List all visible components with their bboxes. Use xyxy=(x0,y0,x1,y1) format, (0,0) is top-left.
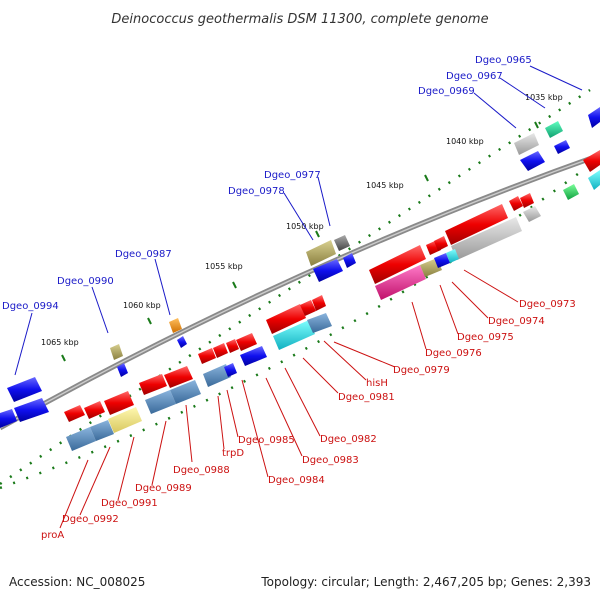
gene-arrow xyxy=(14,398,49,422)
genome-summary-text: Topology: circular; Length: 2,467,205 bp… xyxy=(260,575,591,589)
label-Dgeo_0982[interactable]: Dgeo_0982 xyxy=(320,434,377,445)
label-Dgeo_0983[interactable]: Dgeo_0983 xyxy=(302,455,359,466)
gene-arrow xyxy=(117,363,128,377)
gene-arrow xyxy=(169,318,182,333)
gene-arrow xyxy=(588,107,600,128)
outer-genes xyxy=(0,107,600,428)
leader-lines-bottom xyxy=(59,269,519,529)
kbp-label-1055: 1055 kbp xyxy=(205,262,243,271)
label-Dgeo_0994[interactable]: Dgeo_0994 xyxy=(2,301,59,312)
gene-arrow xyxy=(177,336,187,348)
label-Dgeo_0975[interactable]: Dgeo_0975 xyxy=(457,332,514,343)
kbp-label-1040: 1040 kbp xyxy=(446,137,484,146)
gene-arrow xyxy=(313,259,343,282)
label-Dgeo_0967[interactable]: Dgeo_0967 xyxy=(446,71,503,82)
leader-lines-top xyxy=(14,65,583,376)
label-Dgeo_0988[interactable]: Dgeo_0988 xyxy=(173,465,230,476)
label-hisH[interactable]: hisH xyxy=(366,378,388,389)
top-labels: Dgeo_0965 Dgeo_0967 Dgeo_0969 Dgeo_0977 … xyxy=(2,55,583,376)
label-Dgeo_0969[interactable]: Dgeo_0969 xyxy=(418,86,475,97)
label-Dgeo_0976[interactable]: Dgeo_0976 xyxy=(425,348,482,359)
label-proA[interactable]: proA xyxy=(41,530,64,541)
label-Dgeo_0977[interactable]: Dgeo_0977 xyxy=(264,170,321,181)
label-Dgeo_0990[interactable]: Dgeo_0990 xyxy=(57,276,114,287)
accession-text: Accession: NC_008025 xyxy=(9,575,145,589)
label-Dgeo_0979[interactable]: Dgeo_0979 xyxy=(393,365,450,376)
label-Dgeo_0989[interactable]: Dgeo_0989 xyxy=(135,483,192,494)
gene-arrow xyxy=(334,235,350,251)
gene-arrow xyxy=(110,344,123,360)
map-title: Deinococcus geothermalis DSM 11300, comp… xyxy=(111,12,488,27)
gene-arrow xyxy=(545,121,563,138)
label-Dgeo_0985[interactable]: Dgeo_0985 xyxy=(238,435,295,446)
gene-arrow xyxy=(554,140,570,154)
label-Dgeo_0978[interactable]: Dgeo_0978 xyxy=(228,186,285,197)
kbp-label-1060: 1060 kbp xyxy=(123,301,161,310)
label-trpD[interactable]: trpD xyxy=(222,448,244,459)
kbp-label-1065: 1065 kbp xyxy=(41,338,79,347)
bottom-labels: Dgeo_0973 Dgeo_0974 Dgeo_0975 Dgeo_0976 … xyxy=(41,269,576,541)
major-ticks xyxy=(61,121,539,362)
label-Dgeo_0973[interactable]: Dgeo_0973 xyxy=(519,299,576,310)
kbp-label-1035: 1035 kbp xyxy=(525,93,563,102)
kbp-label-1045: 1045 kbp xyxy=(366,181,404,190)
inner-genes xyxy=(64,150,600,451)
gene-arrow xyxy=(343,253,356,268)
gene-arrow xyxy=(0,409,17,428)
label-Dgeo_0992[interactable]: Dgeo_0992 xyxy=(62,514,119,525)
label-Dgeo_0981[interactable]: Dgeo_0981 xyxy=(338,392,395,403)
gene-arrow xyxy=(7,377,42,402)
gene-arrow xyxy=(514,133,539,155)
label-Dgeo_0987[interactable]: Dgeo_0987 xyxy=(115,249,172,260)
label-Dgeo_0965[interactable]: Dgeo_0965 xyxy=(475,55,532,66)
gene-arrow xyxy=(520,151,545,171)
genome-backbone xyxy=(0,152,600,431)
outer-tick-track xyxy=(0,88,591,486)
label-Dgeo_0974[interactable]: Dgeo_0974 xyxy=(488,316,545,327)
gene-arrow xyxy=(306,240,336,266)
label-Dgeo_0991[interactable]: Dgeo_0991 xyxy=(101,498,158,509)
label-Dgeo_0984[interactable]: Dgeo_0984 xyxy=(268,475,325,486)
